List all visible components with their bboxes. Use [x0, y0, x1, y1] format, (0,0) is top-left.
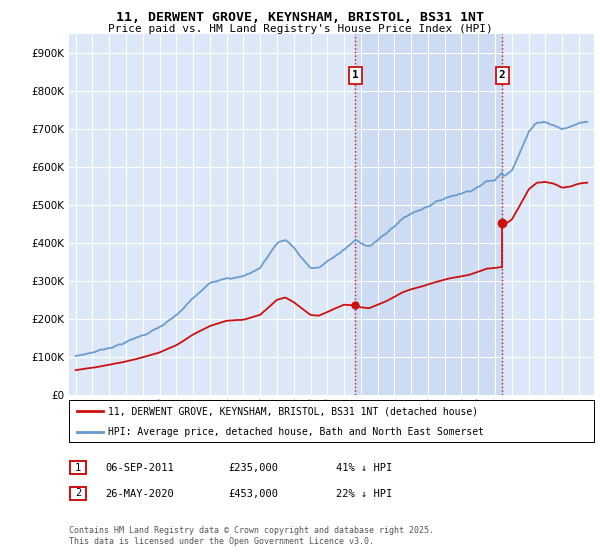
Text: 41% ↓ HPI: 41% ↓ HPI [336, 463, 392, 473]
Text: 1: 1 [352, 71, 359, 81]
Text: £453,000: £453,000 [228, 489, 278, 499]
Text: 2: 2 [75, 488, 81, 498]
Text: 1: 1 [75, 463, 81, 473]
Text: 26-MAY-2020: 26-MAY-2020 [105, 489, 174, 499]
Text: HPI: Average price, detached house, Bath and North East Somerset: HPI: Average price, detached house, Bath… [109, 427, 484, 437]
Text: Contains HM Land Registry data © Crown copyright and database right 2025.
This d: Contains HM Land Registry data © Crown c… [69, 526, 434, 546]
Text: £235,000: £235,000 [228, 463, 278, 473]
Text: Price paid vs. HM Land Registry's House Price Index (HPI): Price paid vs. HM Land Registry's House … [107, 24, 493, 34]
Text: 11, DERWENT GROVE, KEYNSHAM, BRISTOL, BS31 1NT: 11, DERWENT GROVE, KEYNSHAM, BRISTOL, BS… [116, 11, 484, 24]
Text: 22% ↓ HPI: 22% ↓ HPI [336, 489, 392, 499]
Bar [355, 34, 502, 395]
Text: 11, DERWENT GROVE, KEYNSHAM, BRISTOL, BS31 1NT (detached house): 11, DERWENT GROVE, KEYNSHAM, BRISTOL, BS… [109, 407, 479, 416]
Text: 2: 2 [499, 71, 505, 81]
Text: 06-SEP-2011: 06-SEP-2011 [105, 463, 174, 473]
